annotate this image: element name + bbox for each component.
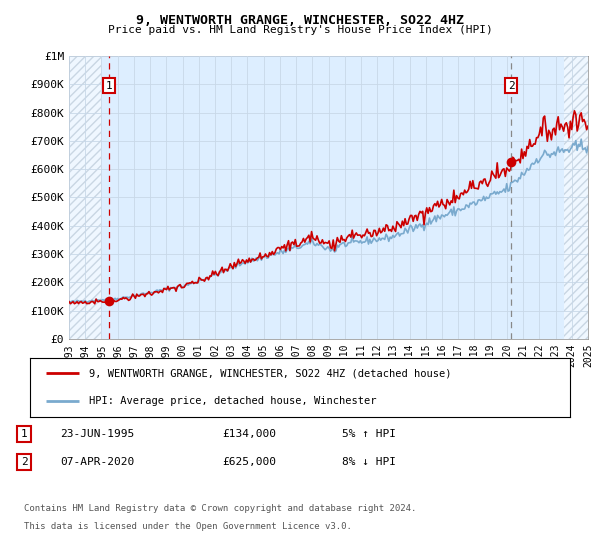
Bar bbox=[563, 56, 588, 339]
Text: 9, WENTWORTH GRANGE, WINCHESTER, SO22 4HZ: 9, WENTWORTH GRANGE, WINCHESTER, SO22 4H… bbox=[136, 14, 464, 27]
Text: This data is licensed under the Open Government Licence v3.0.: This data is licensed under the Open Gov… bbox=[24, 522, 352, 531]
Text: 5% ↑ HPI: 5% ↑ HPI bbox=[342, 429, 396, 439]
Text: £625,000: £625,000 bbox=[222, 457, 276, 467]
Text: 9, WENTWORTH GRANGE, WINCHESTER, SO22 4HZ (detached house): 9, WENTWORTH GRANGE, WINCHESTER, SO22 4H… bbox=[89, 368, 452, 378]
Text: 2: 2 bbox=[20, 457, 28, 467]
Text: 8% ↓ HPI: 8% ↓ HPI bbox=[342, 457, 396, 467]
Text: 23-JUN-1995: 23-JUN-1995 bbox=[60, 429, 134, 439]
Text: Price paid vs. HM Land Registry's House Price Index (HPI): Price paid vs. HM Land Registry's House … bbox=[107, 25, 493, 35]
Text: 2: 2 bbox=[508, 81, 515, 91]
Text: 07-APR-2020: 07-APR-2020 bbox=[60, 457, 134, 467]
Text: 1: 1 bbox=[20, 429, 28, 439]
Text: Contains HM Land Registry data © Crown copyright and database right 2024.: Contains HM Land Registry data © Crown c… bbox=[24, 504, 416, 513]
Text: HPI: Average price, detached house, Winchester: HPI: Average price, detached house, Winc… bbox=[89, 396, 377, 406]
Bar bbox=[69, 56, 101, 339]
Text: 1: 1 bbox=[106, 81, 112, 91]
Text: £134,000: £134,000 bbox=[222, 429, 276, 439]
